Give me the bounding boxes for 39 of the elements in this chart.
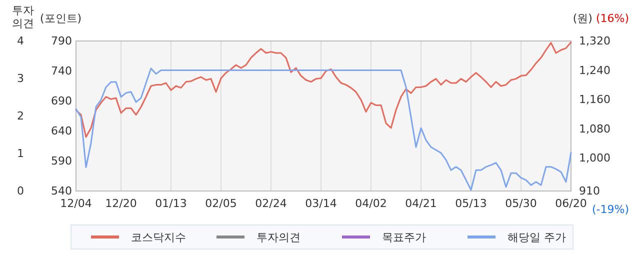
y2-tick-label: 1,160 [579,93,610,106]
x-tick-label: 12/20 [105,196,137,210]
y3-tick-label: 1 [17,147,24,160]
y3-tick-label: 2 [17,110,24,123]
y2-axis-title: (원) [572,12,596,25]
y-tick-label: 790 [51,34,72,48]
y-tick-label: 640 [51,124,72,138]
y2-tick-label: 1,320 [579,34,610,48]
y2-tick-label: 1,080 [579,122,610,136]
y-tick-label: 690 [51,94,72,108]
y-axis-title: (포인트) [40,12,82,25]
x-tick-label: 12/04 [60,196,92,210]
y3-axis-title: 투자의견 [12,4,34,30]
x-tick-label: 02/24 [255,196,287,210]
y2-tick-label: 1,240 [579,64,610,77]
legend-label: 해당일 주가 [508,231,566,244]
x-tick-label: 01/13 [155,196,187,210]
text: (16%) [596,12,629,25]
x-tick-label: 06/20 [555,196,587,210]
y3-tick-label: 0 [17,184,24,198]
line-series [75,68,572,191]
y-tick-label: 590 [51,154,72,168]
x-tick-label: 03/14 [305,196,337,210]
y3-tick-label: 4 [17,34,24,48]
x-tick-label: 02/05 [205,196,237,210]
text: (-19%) [592,203,629,216]
x-tick-label: 04/21 [405,196,437,210]
line-series [75,41,572,138]
y-tick-label: 740 [51,64,72,78]
y2-tick-label: 910 [579,184,600,198]
legend-label: 코스닥지수 [131,231,186,244]
x-tick-label: 05/30 [505,196,537,210]
x-tick-label: 04/02 [355,196,387,210]
legend-label: 목표주가 [382,231,426,244]
y2-tick-label: 1,000 [579,152,610,165]
y3-tick-label: 3 [17,72,24,86]
x-tick-label: 05/13 [455,196,487,210]
legend-label: 투자의견 [256,231,300,244]
y-tick-label: 540 [51,184,72,198]
